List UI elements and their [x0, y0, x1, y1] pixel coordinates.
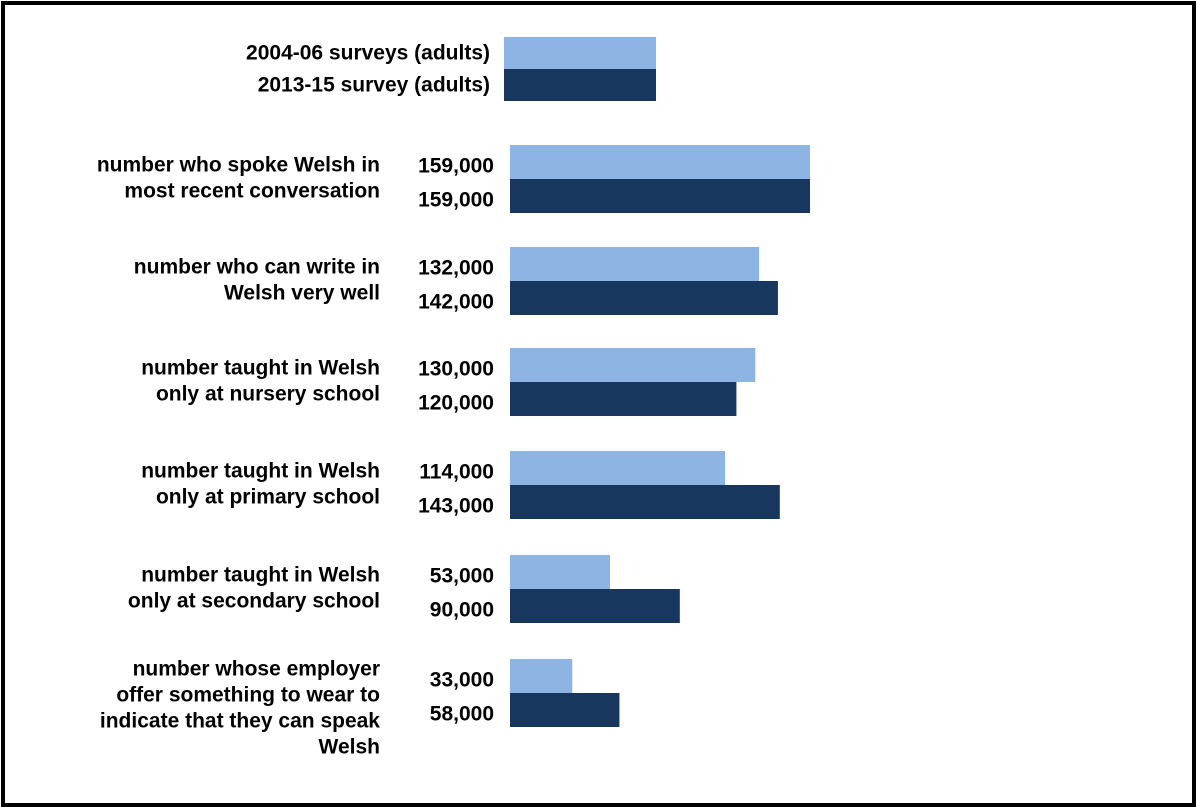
bar-3-series-1: [510, 348, 756, 382]
category-label-line: most recent conversation: [124, 180, 380, 203]
legend-label-2: 2013-15 survey (adults): [258, 74, 490, 97]
category-label-line: number taught in Welsh: [141, 460, 380, 483]
category-label-line: offer something to wear to: [116, 684, 380, 707]
legend-swatch-2: [504, 69, 656, 101]
bar-3-series-2: [510, 382, 737, 416]
category-label-line: number taught in Welsh: [141, 357, 380, 380]
category-label-2: number who can write in Welsh very well: [134, 256, 380, 305]
value-label-5-series-2: 90,000: [430, 599, 494, 622]
bar-4-series-1: [510, 451, 726, 485]
category-label-line: Welsh very well: [224, 282, 380, 305]
category-label-line: only at primary school: [156, 486, 380, 509]
bar-1-series-1: [510, 145, 810, 179]
value-label-5-series-1: 53,000: [430, 565, 494, 588]
category-label-line: number who can write in: [134, 256, 380, 279]
category-label-line: number taught in Welsh: [141, 564, 380, 587]
value-label-3-series-1: 130,000: [418, 358, 494, 381]
bar-6-series-2: [510, 693, 620, 727]
category-label-line: number whose employer: [133, 658, 380, 681]
bar-2-series-1: [510, 247, 760, 281]
value-label-2-series-1: 132,000: [418, 257, 494, 280]
category-label-5: number taught in Welsh only at secondary …: [128, 564, 380, 613]
bar-6-series-1: [510, 659, 573, 693]
category-label-4: number taught in Welsh only at primary sc…: [141, 460, 380, 509]
category-label-line: indicate that they can speak: [100, 710, 380, 733]
category-label-line: number who spoke Welsh in: [97, 154, 380, 177]
value-label-1-series-1: 159,000: [418, 155, 494, 178]
bar-1-series-2: [510, 179, 810, 213]
category-label-line: only at nursery school: [156, 383, 380, 406]
category-label-6: number whose employer offer something to …: [100, 658, 380, 759]
value-label-2-series-2: 142,000: [418, 291, 494, 314]
category-label-3: number taught in Welsh only at nursery sc…: [141, 357, 380, 406]
category-label-line: only at secondary school: [128, 590, 380, 613]
bar-5-series-2: [510, 589, 680, 623]
value-label-6-series-2: 58,000: [430, 703, 494, 726]
category-label-1: number who spoke Welsh in most recent con…: [97, 154, 380, 203]
value-label-4-series-1: 114,000: [419, 461, 494, 484]
legend-swatch-1: [504, 37, 656, 69]
bar-4-series-2: [510, 485, 780, 519]
value-label-6-series-1: 33,000: [430, 669, 494, 692]
value-label-4-series-2: 143,000: [418, 495, 494, 518]
bar-5-series-1: [510, 555, 610, 589]
category-label-line: Welsh: [319, 736, 380, 759]
legend-label-1: 2004-06 surveys (adults): [246, 42, 490, 65]
value-label-3-series-2: 120,000: [418, 392, 494, 415]
value-label-1-series-2: 159,000: [418, 189, 494, 212]
bar-2-series-2: [510, 281, 778, 315]
